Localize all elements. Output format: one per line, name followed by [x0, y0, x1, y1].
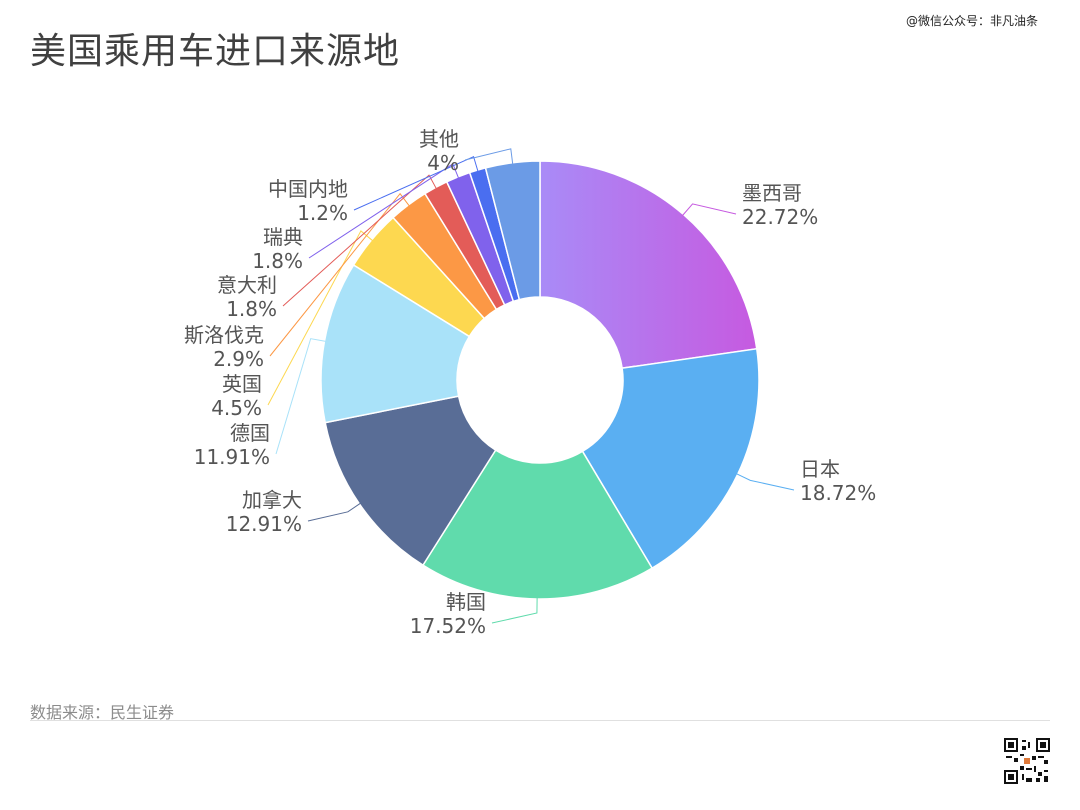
footer-divider — [30, 720, 1050, 721]
slice-label-8: 意大利 — [217, 273, 277, 297]
slice-label-9: 瑞典 — [263, 225, 303, 249]
leader-line-11 — [464, 148, 514, 165]
slice-value-6: 4.5% — [211, 396, 262, 420]
slice-value-3: 17.52% — [410, 614, 486, 638]
slice-label-6: 英国 — [222, 372, 262, 396]
slice-value-2: 18.72% — [800, 481, 876, 505]
slice-value-5: 11.91% — [194, 445, 270, 469]
qr-code-icon — [1004, 738, 1050, 784]
slice-value-10: 1.2% — [297, 201, 348, 225]
leader-line-2 — [735, 473, 795, 491]
leader-line-6 — [267, 230, 374, 406]
slice-value-9: 1.8% — [252, 249, 303, 273]
slice-5 — [320, 263, 471, 424]
leader-line-4 — [307, 502, 362, 522]
leader-line-7 — [269, 192, 411, 357]
slice-value-11: 4% — [427, 151, 459, 175]
donut-slices — [320, 160, 760, 600]
slice-label-4: 加拿大 — [242, 488, 302, 512]
leader-line-8 — [282, 174, 438, 307]
leader-line-3 — [491, 596, 538, 624]
slice-11 — [484, 160, 541, 301]
slice-value-8: 1.8% — [226, 297, 277, 321]
leader-lines — [267, 148, 795, 624]
slice-value-7: 2.9% — [213, 347, 264, 371]
leader-line-9 — [308, 163, 460, 259]
slice-value-4: 12.91% — [226, 512, 302, 536]
data-source: 数据来源：民生证券 — [30, 703, 175, 722]
slice-label-1: 墨西哥 — [742, 181, 802, 205]
slice-2 — [581, 347, 760, 570]
slice-3 — [421, 449, 654, 600]
slice-label-2: 日本 — [800, 457, 840, 481]
slice-label-5: 德国 — [230, 421, 270, 445]
slice-1 — [539, 160, 758, 370]
chart-title: 美国乘用车进口来源地 — [30, 31, 401, 72]
leader-line-5 — [275, 338, 327, 455]
leader-line-1 — [681, 203, 737, 217]
slice-label-10: 中国内地 — [268, 177, 348, 201]
slice-value-1: 22.72% — [742, 205, 818, 229]
slice-label-3: 韩国 — [446, 590, 486, 614]
slice-4 — [324, 395, 497, 567]
watermark-text: @微信公众号：非凡油条 — [905, 14, 1038, 28]
slice-label-7: 斯洛伐克 — [184, 323, 264, 347]
leader-line-10 — [353, 155, 479, 211]
slice-label-11: 其他 — [419, 127, 459, 151]
